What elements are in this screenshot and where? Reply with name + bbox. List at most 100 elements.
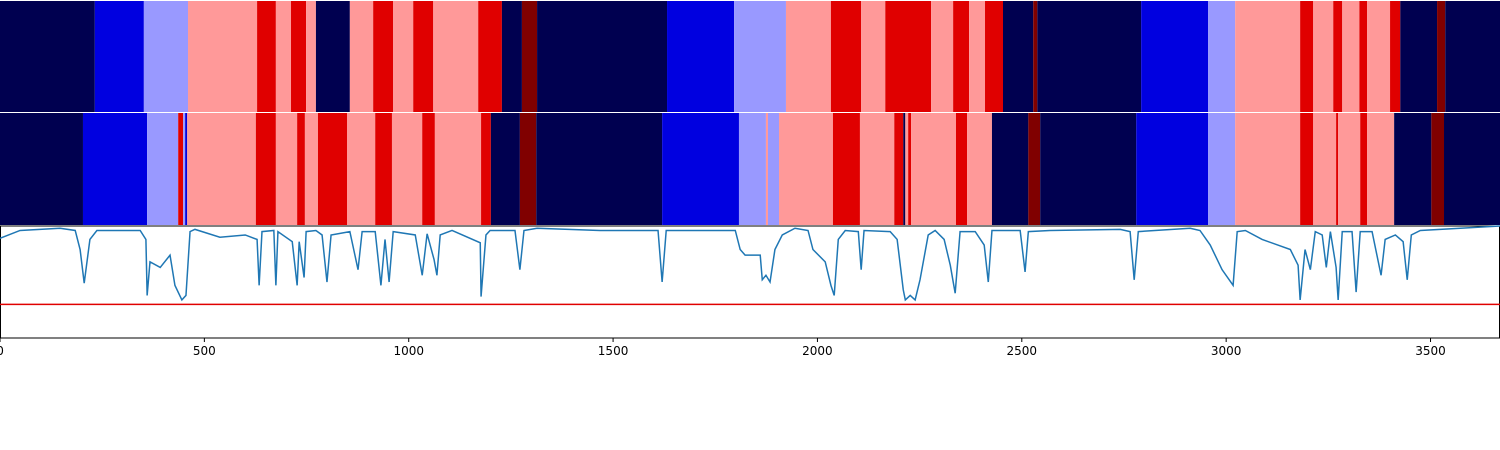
segment <box>1141 1 1209 112</box>
segment <box>1394 113 1432 225</box>
segment <box>1359 1 1368 112</box>
segment <box>967 113 992 225</box>
segment <box>1300 113 1314 225</box>
segment <box>519 113 537 225</box>
segment <box>908 113 912 225</box>
segment <box>275 113 298 225</box>
segment <box>393 1 414 112</box>
segment <box>767 113 780 225</box>
segment <box>434 113 482 225</box>
segment <box>1431 113 1445 225</box>
x-tick-label: 3500 <box>1415 344 1446 358</box>
segment <box>1437 1 1446 112</box>
segment <box>911 113 956 225</box>
segment <box>0 1 95 112</box>
segment <box>255 113 276 225</box>
segment <box>1235 113 1301 225</box>
segment <box>1342 1 1360 112</box>
segment <box>391 113 423 225</box>
x-tick-label: 2000 <box>802 344 833 358</box>
segment <box>1033 1 1038 112</box>
segment <box>275 1 292 112</box>
segment <box>304 113 318 225</box>
segment <box>536 113 663 225</box>
segment <box>1002 1 1034 112</box>
segment <box>257 1 276 112</box>
segment <box>94 1 144 112</box>
segment <box>1040 113 1137 225</box>
segment <box>861 1 886 112</box>
segment <box>859 113 895 225</box>
x-tick-label: 500 <box>193 344 216 358</box>
segment <box>183 113 186 225</box>
segment <box>147 113 179 225</box>
segment <box>1028 113 1041 225</box>
segment <box>667 1 735 112</box>
segment <box>953 1 970 112</box>
segment <box>1313 113 1337 225</box>
segment <box>1390 1 1401 112</box>
segment <box>82 113 148 225</box>
x-tick-label: 1000 <box>393 344 424 358</box>
segment <box>481 113 491 225</box>
segment <box>1367 1 1391 112</box>
segment <box>1300 1 1314 112</box>
x-tick-label: 0 <box>0 344 4 358</box>
segment <box>1367 113 1395 225</box>
segment <box>785 1 831 112</box>
segment <box>734 1 786 112</box>
segment <box>317 113 348 225</box>
x-tick-label: 2500 <box>1007 344 1038 358</box>
segment <box>349 1 374 112</box>
segment <box>501 1 522 112</box>
segment <box>537 1 668 112</box>
segment <box>931 1 954 112</box>
segment <box>985 1 1003 112</box>
x-tick-label: 3000 <box>1211 344 1242 358</box>
segment <box>662 113 739 225</box>
segment <box>1338 113 1361 225</box>
segment <box>521 1 538 112</box>
segment <box>779 113 833 225</box>
segment <box>373 1 394 112</box>
segment <box>1444 113 1500 225</box>
segment <box>433 1 479 112</box>
segment <box>885 1 932 112</box>
segment <box>1037 1 1142 112</box>
segment <box>991 113 1029 225</box>
segment <box>1136 113 1209 225</box>
segment <box>347 113 376 225</box>
x-tick-label: 1500 <box>598 344 629 358</box>
segment <box>894 113 904 225</box>
segment <box>1445 1 1500 112</box>
segment <box>375 113 392 225</box>
segment <box>187 113 256 225</box>
segment <box>1333 1 1343 112</box>
segment <box>903 113 906 225</box>
plot-frame <box>0 225 1500 339</box>
segment <box>832 113 860 225</box>
segment <box>315 1 350 112</box>
segment <box>830 1 862 112</box>
segment <box>178 113 184 225</box>
segment <box>1360 113 1368 225</box>
segment <box>765 113 768 225</box>
segment <box>1235 1 1301 112</box>
segment <box>422 113 435 225</box>
segment <box>490 113 520 225</box>
segment <box>306 1 316 112</box>
segment <box>905 113 909 225</box>
segment <box>143 1 189 112</box>
segment <box>969 1 986 112</box>
segment <box>1336 113 1339 225</box>
segment <box>185 113 188 225</box>
segment <box>297 113 305 225</box>
segment <box>478 1 502 112</box>
segment <box>955 113 968 225</box>
segment <box>291 1 307 112</box>
segment <box>413 1 434 112</box>
segment <box>1208 1 1236 112</box>
segment <box>1208 113 1236 225</box>
segment <box>1400 1 1438 112</box>
